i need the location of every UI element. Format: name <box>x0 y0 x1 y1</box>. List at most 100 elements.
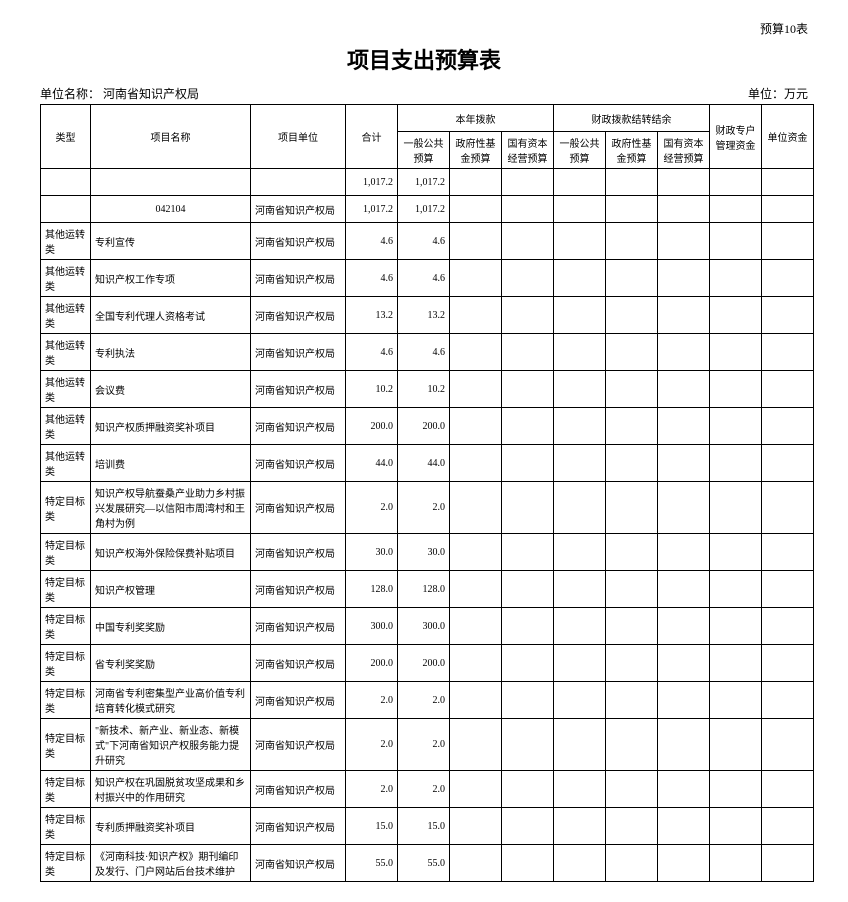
cell <box>502 297 554 334</box>
cell: 1,017.2 <box>398 169 450 196</box>
cell: 特定目标类 <box>41 682 91 719</box>
th-unit: 项目单位 <box>251 105 346 169</box>
cell <box>658 445 710 482</box>
table-row: 特定目标类知识产权海外保险保费补贴项目河南省知识产权局30.030.0 <box>41 534 814 571</box>
cell: 10.2 <box>346 371 398 408</box>
cell: 河南省知识产权局 <box>251 196 346 223</box>
cell <box>710 334 762 371</box>
table-row: 特定目标类专利质押融资奖补项目河南省知识产权局15.015.0 <box>41 808 814 845</box>
cell <box>554 196 606 223</box>
cell: 河南省知识产权局 <box>251 719 346 771</box>
cell: 200.0 <box>346 645 398 682</box>
th-govfund-2: 政府性基金预算 <box>606 132 658 169</box>
cell <box>710 645 762 682</box>
cell: 4.6 <box>398 334 450 371</box>
cell <box>554 534 606 571</box>
cell <box>554 223 606 260</box>
cell <box>606 223 658 260</box>
cell <box>502 534 554 571</box>
cell <box>710 196 762 223</box>
cell <box>762 445 814 482</box>
cell: 042104 <box>91 196 251 223</box>
cell <box>554 719 606 771</box>
cell: 2.0 <box>398 482 450 534</box>
cell: 河南省知识产权局 <box>251 845 346 882</box>
cell: 128.0 <box>398 571 450 608</box>
cell <box>502 771 554 808</box>
th-general-1: 一般公共预算 <box>398 132 450 169</box>
cell: 特定目标类 <box>41 608 91 645</box>
cell <box>658 682 710 719</box>
cell: 4.6 <box>398 260 450 297</box>
unit-label: 单位：万元 <box>748 85 808 102</box>
cell <box>606 482 658 534</box>
cell: 4.6 <box>346 260 398 297</box>
table-row: 特定目标类河南省专利密集型产业高价值专利培育转化模式研究河南省知识产权局2.02… <box>41 682 814 719</box>
cell <box>762 408 814 445</box>
cell: 知识产权在巩固脱贫攻坚成果和乡村振兴中的作用研究 <box>91 771 251 808</box>
cell <box>554 408 606 445</box>
cell <box>502 445 554 482</box>
cell <box>91 169 251 196</box>
cell <box>450 169 502 196</box>
cell <box>502 608 554 645</box>
cell: 河南省知识产权局 <box>251 571 346 608</box>
cell: 4.6 <box>398 223 450 260</box>
cell <box>606 196 658 223</box>
cell: 河南省知识产权局 <box>251 408 346 445</box>
cell: 200.0 <box>398 645 450 682</box>
cell <box>41 196 91 223</box>
cell <box>502 334 554 371</box>
cell <box>606 445 658 482</box>
th-type: 类型 <box>41 105 91 169</box>
cell <box>710 534 762 571</box>
table-row: 其他运转类知识产权工作专项河南省知识产权局4.64.6 <box>41 260 814 297</box>
table-body: 1,017.21,017.2042104河南省知识产权局1,017.21,017… <box>41 169 814 882</box>
cell <box>710 571 762 608</box>
cell <box>450 771 502 808</box>
cell <box>762 719 814 771</box>
cell <box>502 196 554 223</box>
cell <box>658 196 710 223</box>
cell <box>658 260 710 297</box>
table-row: 1,017.21,017.2 <box>41 169 814 196</box>
cell: 44.0 <box>398 445 450 482</box>
cell: 知识产权海外保险保费补贴项目 <box>91 534 251 571</box>
cell <box>450 482 502 534</box>
cell <box>502 571 554 608</box>
cell <box>762 534 814 571</box>
cell <box>658 571 710 608</box>
cell: 知识产权管理 <box>91 571 251 608</box>
th-govfund-1: 政府性基金预算 <box>450 132 502 169</box>
cell <box>658 334 710 371</box>
cell <box>710 169 762 196</box>
table-row: 特定目标类《河南科技·知识产权》期刊编印及发行、门户网站后台技术维护河南省知识产… <box>41 845 814 882</box>
cell: 30.0 <box>346 534 398 571</box>
cell: 2.0 <box>346 682 398 719</box>
cell: 30.0 <box>398 534 450 571</box>
cell: 特定目标类 <box>41 845 91 882</box>
cell: 2.0 <box>346 482 398 534</box>
cell <box>450 682 502 719</box>
cell <box>554 771 606 808</box>
cell: 其他运转类 <box>41 223 91 260</box>
cell <box>658 408 710 445</box>
cell <box>502 260 554 297</box>
cell <box>554 645 606 682</box>
th-statecap-2: 国有资本经营预算 <box>658 132 710 169</box>
cell: 专利执法 <box>91 334 251 371</box>
cell <box>554 808 606 845</box>
cell <box>606 534 658 571</box>
cell: 4.6 <box>346 334 398 371</box>
cell: 特定目标类 <box>41 571 91 608</box>
cell <box>502 223 554 260</box>
cell <box>606 608 658 645</box>
cell: 河南省知识产权局 <box>251 608 346 645</box>
table-row: 特定目标类中国专利奖奖励河南省知识产权局300.0300.0 <box>41 608 814 645</box>
cell <box>658 297 710 334</box>
cell: 河南省知识产权局 <box>251 645 346 682</box>
cell <box>554 482 606 534</box>
cell <box>606 297 658 334</box>
cell: 专利质押融资奖补项目 <box>91 808 251 845</box>
th-carry-group: 财政拨款结转结余 <box>554 105 710 132</box>
